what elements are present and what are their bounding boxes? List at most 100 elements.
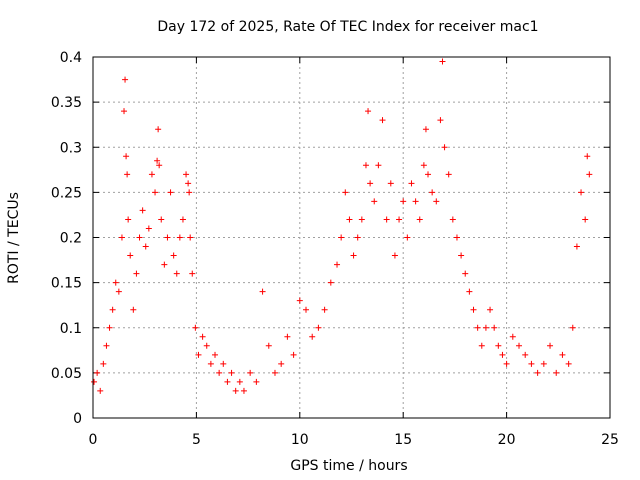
- data-point: [91, 378, 98, 385]
- y-tick-label: 0.2: [60, 231, 82, 247]
- data-point: [145, 225, 152, 232]
- data-point: [491, 324, 498, 331]
- data-point: [569, 324, 576, 331]
- data-point: [458, 252, 465, 259]
- y-tick-label: 0.4: [60, 50, 82, 66]
- data-point: [164, 234, 171, 241]
- data-point: [203, 342, 210, 349]
- data-point: [228, 369, 235, 376]
- data-point: [195, 351, 202, 358]
- data-point: [136, 234, 143, 241]
- data-point: [296, 297, 303, 304]
- data-point: [236, 378, 243, 385]
- data-point: [383, 216, 390, 223]
- data-point: [439, 58, 446, 65]
- data-point: [142, 243, 149, 250]
- data-point: [334, 261, 341, 268]
- data-point: [342, 189, 349, 196]
- data-point: [528, 360, 535, 367]
- y-axis-label: ROTI / TECUs: [6, 192, 22, 284]
- data-point: [534, 369, 541, 376]
- data-point: [309, 333, 316, 340]
- data-point: [422, 126, 429, 133]
- data-point: [503, 360, 510, 367]
- data-point: [133, 270, 140, 277]
- x-tick-label: 20: [498, 432, 516, 448]
- data-point: [433, 198, 440, 205]
- data-point: [152, 189, 159, 196]
- data-point: [522, 351, 529, 358]
- data-point: [553, 369, 560, 376]
- data-point: [408, 180, 415, 187]
- data-point: [358, 216, 365, 223]
- y-axis-ticks: 0 0.05 0.1 0.15 0.2 0.25 0.3 0.35 0.4: [51, 50, 610, 427]
- data-point: [365, 108, 372, 115]
- x-tick-label: 15: [394, 432, 412, 448]
- data-point: [375, 162, 382, 169]
- data-point: [232, 387, 239, 394]
- data-point: [371, 198, 378, 205]
- data-point: [487, 306, 494, 313]
- data-point: [183, 171, 190, 178]
- data-point: [139, 207, 146, 214]
- data-point: [97, 387, 104, 394]
- x-tick-label: 5: [192, 432, 201, 448]
- data-point: [247, 369, 254, 376]
- data-point: [482, 324, 489, 331]
- data-point: [584, 153, 591, 160]
- data-point: [362, 162, 369, 169]
- data-point: [582, 216, 589, 223]
- x-tick-label: 0: [89, 432, 98, 448]
- data-point: [161, 261, 168, 268]
- data-point: [173, 270, 180, 277]
- data-point: [224, 378, 231, 385]
- y-tick-label: 0.1: [60, 321, 82, 337]
- y-tick-label: 0.3: [60, 140, 82, 156]
- data-point: [170, 252, 177, 259]
- data-point: [578, 189, 585, 196]
- data-point: [271, 369, 278, 376]
- data-point: [315, 324, 322, 331]
- data-point: [350, 252, 357, 259]
- data-point: [565, 360, 572, 367]
- data-point: [212, 351, 219, 358]
- data-point: [278, 360, 285, 367]
- y-tick-label: 0.15: [51, 276, 82, 292]
- data-point: [167, 189, 174, 196]
- data-point: [346, 216, 353, 223]
- data-point: [124, 171, 131, 178]
- data-point: [176, 234, 183, 241]
- data-point: [495, 342, 502, 349]
- data-point: [516, 342, 523, 349]
- data-point: [112, 279, 119, 286]
- data-point: [185, 180, 192, 187]
- data-point: [420, 162, 427, 169]
- data-point: [187, 234, 194, 241]
- data-point: [265, 342, 272, 349]
- data-point: [103, 342, 110, 349]
- data-point: [106, 324, 113, 331]
- data-point: [156, 162, 163, 169]
- data-point: [412, 198, 419, 205]
- data-point: [441, 144, 448, 151]
- data-point: [130, 306, 137, 313]
- data-point: [387, 180, 394, 187]
- data-point: [391, 252, 398, 259]
- data-point: [220, 360, 227, 367]
- data-point: [303, 306, 310, 313]
- data-point: [437, 117, 444, 124]
- data-point: [425, 171, 432, 178]
- plot-frame: [92, 56, 611, 419]
- data-point: [449, 216, 456, 223]
- data-point: [148, 171, 155, 178]
- y-tick-label: 0.35: [51, 95, 82, 111]
- data-point: [470, 306, 477, 313]
- data-point: [404, 234, 411, 241]
- data-point: [338, 234, 345, 241]
- data-point: [109, 306, 116, 313]
- data-point: [478, 342, 485, 349]
- data-point: [509, 333, 516, 340]
- data-point: [240, 387, 247, 394]
- data-point: [122, 76, 129, 83]
